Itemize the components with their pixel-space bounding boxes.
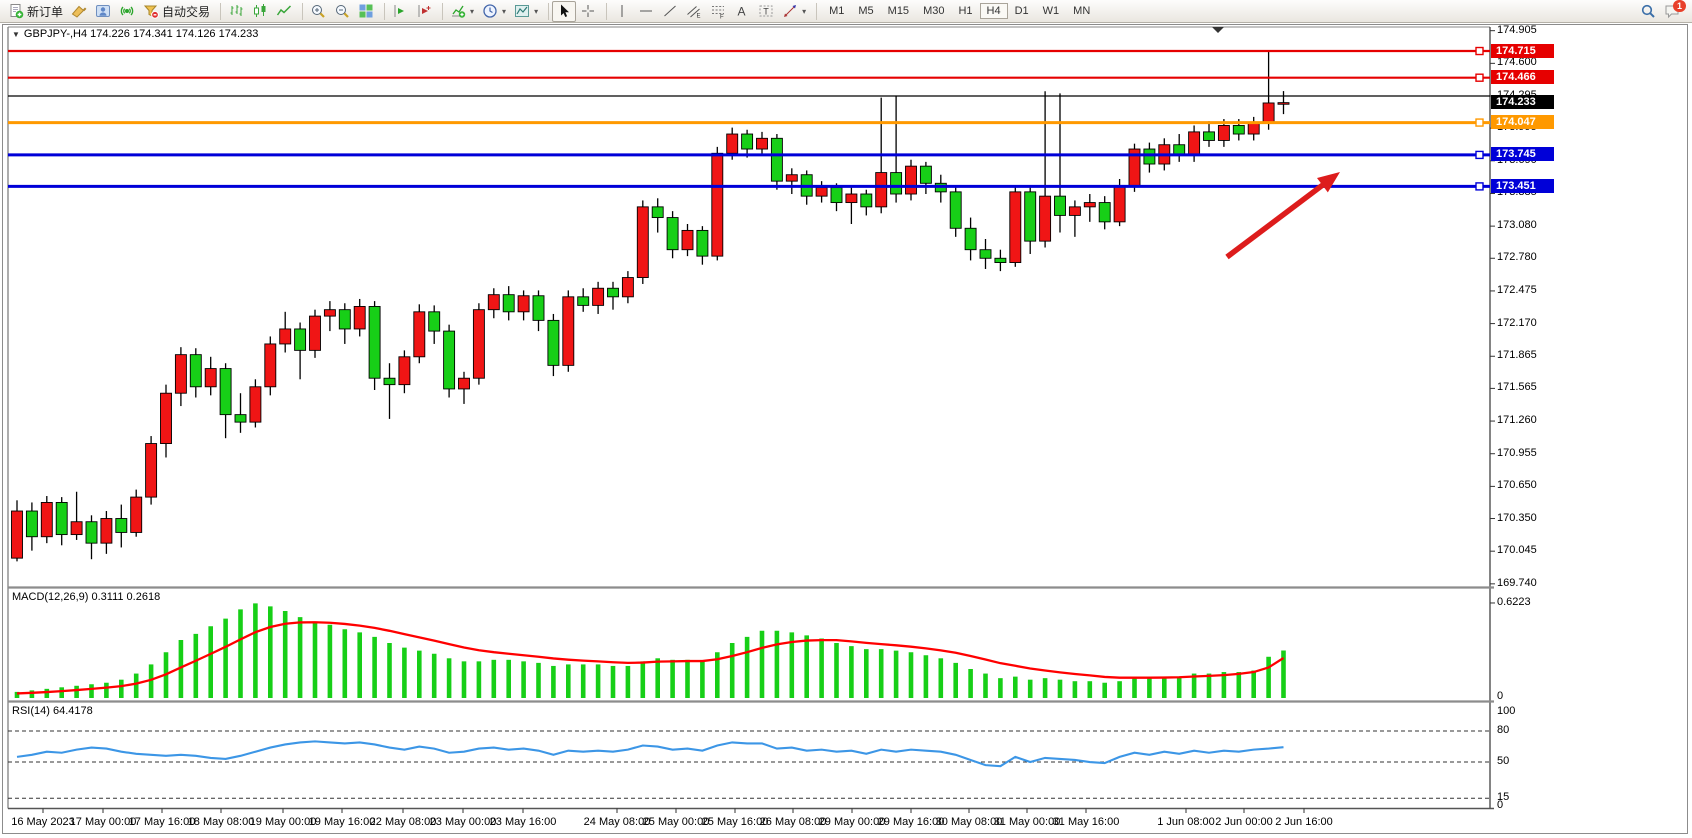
arrows-tool-icon bbox=[784, 5, 797, 17]
channel-tool-button[interactable]: E bbox=[682, 1, 706, 22]
vertical-line-icon bbox=[621, 5, 623, 17]
timeframe-M30[interactable]: M30 bbox=[923, 5, 945, 17]
chart-shift-button[interactable] bbox=[412, 1, 436, 22]
toolbar: 新订单 自动交易 bbox=[0, 0, 1692, 23]
crosshair-tool-button[interactable] bbox=[576, 1, 600, 22]
trendline-icon bbox=[664, 5, 676, 17]
notifications-button[interactable]: 1 bbox=[1664, 0, 1686, 19]
auto-scroll-icon bbox=[394, 5, 405, 17]
timeframe-D1[interactable]: D1 bbox=[1014, 5, 1029, 17]
auto-scroll-button[interactable] bbox=[388, 1, 412, 22]
arrows-tool-dropdown[interactable] bbox=[778, 1, 810, 22]
zoom-in-button[interactable] bbox=[306, 1, 330, 22]
svg-text:E: E bbox=[697, 14, 701, 20]
cursor-tool-button[interactable] bbox=[552, 0, 577, 22]
zoom-out-icon bbox=[336, 5, 349, 18]
horizontal-line-icon bbox=[640, 10, 653, 12]
zoom-out-button[interactable] bbox=[330, 1, 354, 22]
bar-chart-icon bbox=[230, 5, 243, 16]
toolbar-separator bbox=[379, 2, 386, 20]
line-chart-button[interactable] bbox=[272, 1, 296, 22]
text-label-tool-button[interactable]: T bbox=[754, 1, 778, 22]
text-icon: A bbox=[738, 5, 746, 19]
autotrading-button[interactable]: 自动交易 bbox=[139, 1, 214, 22]
svg-text:A: A bbox=[738, 5, 746, 19]
horizontal-line-tool-button[interactable] bbox=[634, 1, 658, 22]
crosshair-icon bbox=[582, 5, 595, 17]
notification-badge: 1 bbox=[1672, 0, 1686, 12]
signals-button[interactable] bbox=[115, 1, 139, 22]
signals-icon bbox=[120, 6, 134, 16]
equidistant-channel-icon: E bbox=[687, 6, 701, 20]
indicators-icon bbox=[452, 5, 466, 18]
trendline-tool-button[interactable] bbox=[658, 1, 682, 22]
autotrading-icon bbox=[143, 5, 159, 19]
new-order-label: 新订单 bbox=[27, 4, 64, 19]
zoom-in-icon bbox=[312, 5, 325, 18]
timeframe-M1[interactable]: M1 bbox=[829, 5, 845, 17]
toolbar-separator bbox=[601, 2, 608, 20]
timeframe-H1[interactable]: H1 bbox=[958, 5, 973, 17]
toolbar-right-group: 1 bbox=[1640, 0, 1692, 19]
market-depth-button[interactable] bbox=[67, 1, 91, 22]
line-chart-icon bbox=[276, 5, 292, 16]
cursor-icon bbox=[561, 4, 570, 17]
periods-dropdown[interactable] bbox=[478, 1, 510, 22]
chart-shift-icon bbox=[418, 5, 431, 17]
toolbar-separator bbox=[215, 2, 222, 20]
timeframe-H4[interactable]: H4 bbox=[979, 3, 1008, 19]
tile-windows-button[interactable] bbox=[354, 1, 378, 22]
timeframe-M5[interactable]: M5 bbox=[858, 5, 874, 17]
toolbar-separator bbox=[543, 2, 550, 20]
candlestick-chart-icon bbox=[254, 4, 266, 17]
profile-button[interactable] bbox=[91, 1, 115, 22]
text-label-icon: T bbox=[759, 5, 773, 17]
svg-text:F: F bbox=[720, 15, 724, 20]
new-order-icon bbox=[10, 4, 24, 19]
fibonacci-tool-button[interactable]: F bbox=[706, 1, 730, 22]
bar-chart-button[interactable] bbox=[224, 1, 248, 22]
market-depth-icon bbox=[71, 5, 87, 18]
search-icon[interactable] bbox=[1640, 3, 1656, 19]
indicators-dropdown[interactable] bbox=[446, 1, 478, 22]
timeframe-M15[interactable]: M15 bbox=[887, 5, 910, 17]
toolbar-separator bbox=[297, 2, 304, 20]
chart-window[interactable] bbox=[2, 24, 1688, 834]
toolbar-separator bbox=[811, 2, 818, 20]
vertical-line-tool-button[interactable] bbox=[610, 1, 634, 22]
profile-icon bbox=[96, 5, 111, 17]
toolbar-separator bbox=[437, 2, 444, 20]
autotrading-label: 自动交易 bbox=[162, 4, 211, 19]
tile-windows-icon bbox=[359, 4, 373, 18]
new-order-button[interactable]: 新订单 bbox=[4, 1, 67, 22]
svg-text:T: T bbox=[763, 7, 769, 17]
templates-dropdown[interactable] bbox=[510, 1, 542, 22]
fibonacci-icon: F bbox=[712, 6, 725, 20]
timeframe-MN[interactable]: MN bbox=[1073, 5, 1091, 17]
template-icon bbox=[515, 5, 530, 17]
timeframe-group: M1 M5 M15 M30 H1 H4 D1 W1 MN bbox=[822, 3, 1097, 19]
clock-icon bbox=[483, 4, 497, 18]
candlestick-chart-button[interactable] bbox=[248, 1, 272, 22]
text-tool-button[interactable]: A bbox=[730, 1, 754, 22]
timeframe-W1[interactable]: W1 bbox=[1042, 5, 1060, 17]
